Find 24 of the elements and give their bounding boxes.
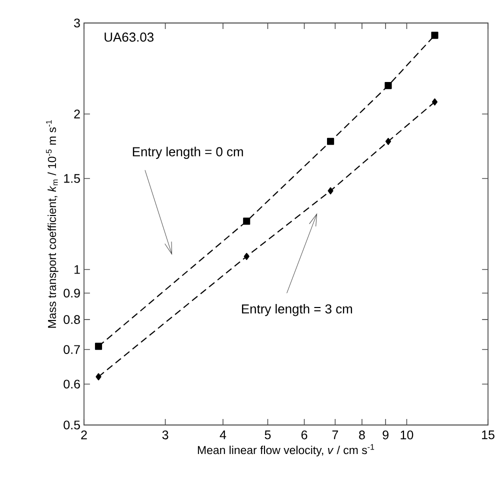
y-tick-label: 3 <box>74 18 80 28</box>
y-tick-label: 0.9 <box>64 288 80 298</box>
x-tick-label: 8 <box>359 430 365 440</box>
annotation: Entry length = 3 cm <box>242 304 352 316</box>
x-tick-label: 5 <box>264 430 271 440</box>
x-tick-label: 10 <box>400 430 414 440</box>
x-axis-title: Mean linear flow velocity, v / cm s$^{-1}$ <box>198 444 374 456</box>
y-axis-title: Mass transport coefficient, k$_{m}$ / 10$^{-5}$ m s$^{-1}$ <box>46 120 58 328</box>
x-tick-label: 3 <box>162 430 168 440</box>
annotation: UA63.03 <box>104 32 154 42</box>
x-tick-label: 4 <box>220 430 226 440</box>
annotation: Entry length = 0 cm <box>132 146 243 159</box>
y-tick-label: 2 <box>74 110 80 118</box>
y-tick-label: 0.7 <box>64 345 80 354</box>
y-tick-label: 1.5 <box>64 174 80 183</box>
x-tick-label: 2 <box>81 430 87 440</box>
x-tick-label: 6 <box>301 430 308 440</box>
y-tick-label: 1 <box>74 265 80 274</box>
y-tick-label: 0.5 <box>64 420 80 430</box>
y-tick-label: 0.6 <box>64 380 80 389</box>
x-tick-label: 9 <box>382 430 388 440</box>
x-tick-label: 15 <box>482 430 494 440</box>
x-tick-label: 7 <box>332 430 338 440</box>
y-tick-label: 0.8 <box>64 315 80 324</box>
